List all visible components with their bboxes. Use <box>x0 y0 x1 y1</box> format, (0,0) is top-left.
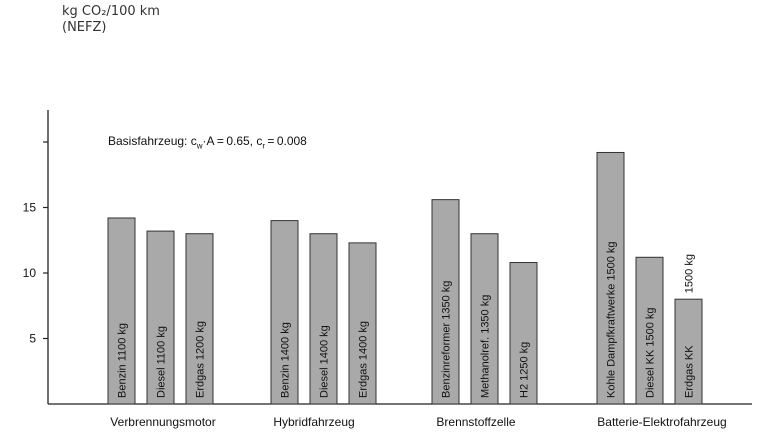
bar-label-0-1: Diesel 1100 kg <box>156 326 168 398</box>
bar-label-2-2: H2 1250 kg <box>519 342 531 398</box>
bar-2-2 <box>509 262 538 405</box>
bar-label-0-0: Benzin 1100 kg <box>117 323 129 398</box>
y-tick-label-5: 5 <box>29 332 36 346</box>
bar-3-1 <box>635 256 664 405</box>
base-vehicle-note: Basisfahrzeug: cw·A = 0.65, cr = 0.008 <box>108 134 307 150</box>
bar-label-2-1: Methanolref. 1350 kg <box>480 295 492 398</box>
group-label-1: Hybridfahrzeug <box>273 415 354 429</box>
bar-outside-label-3-2: 1500 kg <box>684 254 696 293</box>
bar-label-3-0: Kohle Dampfkraftwerke 1500 kg <box>606 241 618 398</box>
bar-3-2 <box>674 298 703 405</box>
note-sub-r: r <box>262 141 266 151</box>
note-prefix: Basisfahrzeug: c <box>108 134 197 148</box>
bar-1-0 <box>270 220 299 405</box>
group-label-0: Verbrennungsmotor <box>110 415 215 429</box>
y-axis-unit-label: kg CO₂/100 km (NEFZ) <box>62 4 160 36</box>
note-sub-w: w <box>196 141 203 151</box>
bar-0-0 <box>107 217 136 405</box>
note-mid: ·A = 0.65, c <box>202 134 263 148</box>
bar-label-1-0: Benzin 1400 kg <box>280 322 292 398</box>
group-label-3: Batterie-Elektrofahrzeug <box>597 415 726 429</box>
bar-0-1 <box>146 230 175 405</box>
bar-3-0 <box>596 151 625 405</box>
unit-line-2: (NEFZ) <box>62 20 107 35</box>
note-suffix: = 0.008 <box>265 134 307 148</box>
group-label-2: Brennstoffzelle <box>436 415 515 429</box>
bar-1-2 <box>348 242 377 405</box>
y-tick-label-15: 15 <box>23 201 37 215</box>
bar-label-3-2: Erdgas KK <box>684 345 696 398</box>
bar-label-2-0: Benzinreformer 1350 kg <box>441 281 453 398</box>
bar-label-1-2: Erdgas 1400 kg <box>358 321 370 398</box>
bar-1-1 <box>309 233 338 405</box>
bar-2-1 <box>470 233 499 405</box>
bar-0-2 <box>185 233 214 405</box>
unit-line-1: kg CO₂/100 km <box>62 4 160 19</box>
y-tick-label-10: 10 <box>23 266 37 280</box>
bar-label-3-1: Diesel KK 1500 kg <box>645 308 657 399</box>
bar-label-1-1: Diesel 1400 kg <box>319 325 331 398</box>
bar-2-0 <box>431 199 460 405</box>
bar-label-0-2: Erdgas 1200 kg <box>195 321 207 398</box>
